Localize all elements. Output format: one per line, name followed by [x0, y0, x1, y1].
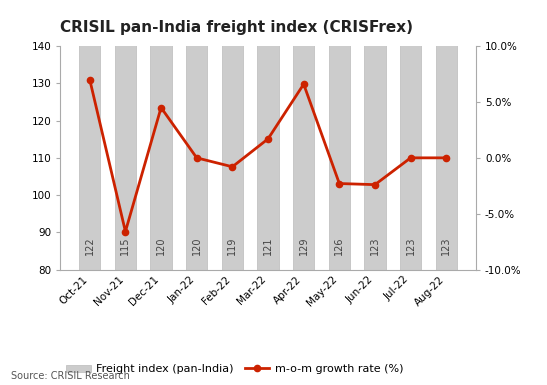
Text: 122: 122 — [85, 236, 95, 254]
Text: 123: 123 — [406, 236, 416, 254]
Text: 126: 126 — [334, 236, 345, 254]
Text: 129: 129 — [299, 236, 309, 254]
Bar — [150, 0, 172, 270]
Text: 115: 115 — [120, 236, 130, 254]
Bar — [329, 0, 350, 270]
Bar — [293, 0, 315, 270]
Text: CRISIL pan-India freight index (CRISFrex): CRISIL pan-India freight index (CRISFrex… — [60, 20, 413, 35]
Text: 120: 120 — [191, 236, 202, 254]
Bar — [435, 0, 457, 270]
Bar — [186, 0, 207, 270]
Bar — [364, 0, 386, 270]
Bar — [79, 0, 101, 270]
Bar — [222, 0, 243, 270]
Text: 119: 119 — [228, 236, 237, 254]
Text: 121: 121 — [263, 236, 273, 254]
Legend: Freight index (pan-India), m-o-m growth rate (%): Freight index (pan-India), m-o-m growth … — [62, 360, 408, 379]
Text: 123: 123 — [370, 236, 380, 254]
Text: Source: CRISIL Research: Source: CRISIL Research — [11, 371, 130, 381]
Text: 120: 120 — [156, 236, 166, 254]
Bar — [400, 0, 421, 270]
Bar — [115, 0, 136, 270]
Bar — [257, 0, 279, 270]
Text: 123: 123 — [441, 236, 451, 254]
